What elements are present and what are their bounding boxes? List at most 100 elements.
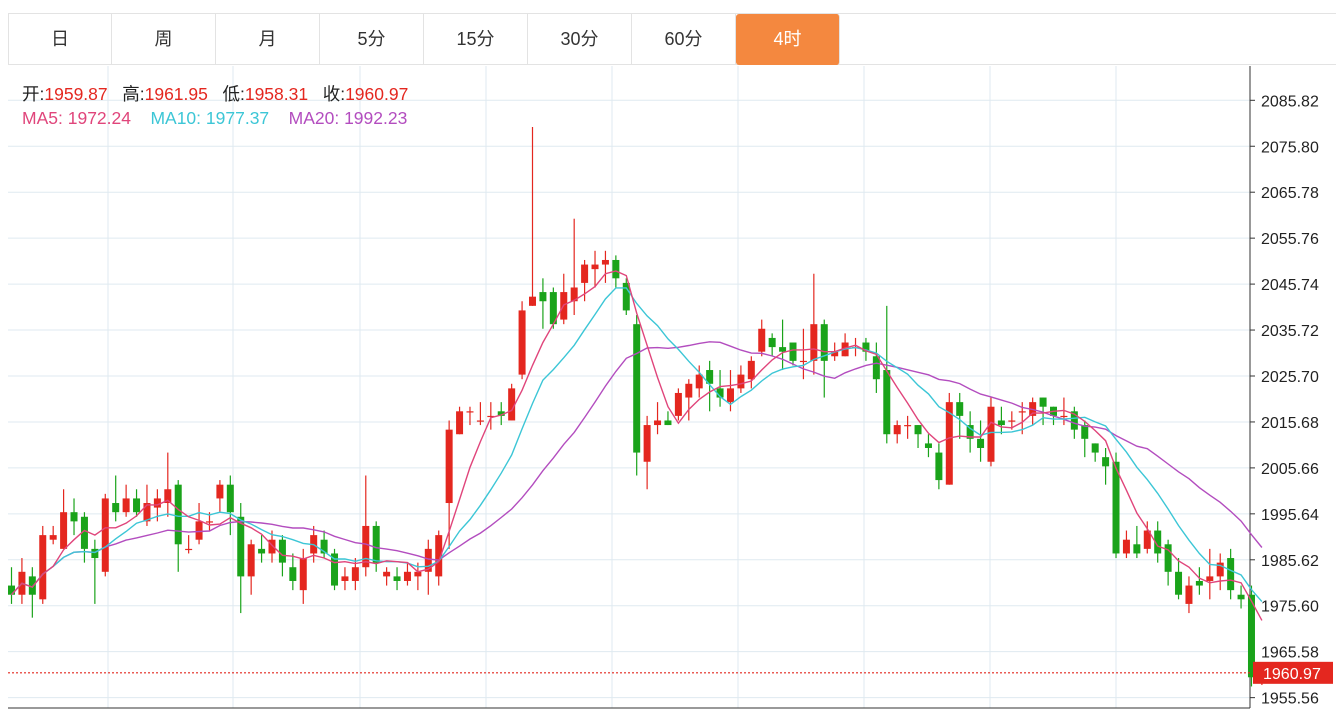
ma5-line xyxy=(10,270,1263,621)
candle-body xyxy=(997,420,1005,426)
ma20-label: MA20: xyxy=(288,108,340,128)
candle-body xyxy=(299,558,307,591)
candle-body xyxy=(1175,571,1183,595)
candle-body xyxy=(487,415,495,418)
candle-body xyxy=(331,553,339,586)
candle-body xyxy=(1154,530,1162,554)
candle-body xyxy=(872,356,880,380)
close-label: 收: xyxy=(322,84,346,104)
candle-body xyxy=(1070,411,1078,430)
high-value: 1961.95 xyxy=(144,84,208,104)
candle-body xyxy=(1133,544,1141,554)
candle-body xyxy=(445,429,453,504)
candle-body xyxy=(28,576,36,595)
open-value: 1959.87 xyxy=(44,84,108,104)
candle-body xyxy=(747,360,755,380)
candle-body xyxy=(1216,562,1224,577)
candle-body xyxy=(799,360,807,363)
candle-body xyxy=(60,512,68,549)
tab-15min[interactable]: 15分 xyxy=(424,14,528,65)
ma5-value: 1972.24 xyxy=(67,108,131,128)
candle-body xyxy=(706,370,714,384)
y-tick-label: 2015.68 xyxy=(1261,415,1319,432)
candle-body xyxy=(1102,457,1110,467)
y-tick-label: 2055.76 xyxy=(1261,231,1319,248)
tab-5min[interactable]: 5分 xyxy=(320,14,424,65)
candle-body xyxy=(8,585,15,595)
y-tick-label: 2045.74 xyxy=(1261,277,1319,294)
ma5-label: MA5: xyxy=(22,108,63,128)
candle-body xyxy=(1247,594,1255,678)
candle-body xyxy=(122,498,130,513)
tab-day[interactable]: 日 xyxy=(8,14,112,65)
ma-readout: MA5: 1972.24 MA10: 1977.37 MA20: 1992.23 xyxy=(22,108,407,129)
y-tick-label: 1995.64 xyxy=(1261,507,1319,524)
candle-body xyxy=(695,374,703,389)
tab-month[interactable]: 月 xyxy=(216,14,320,65)
candle-body xyxy=(1237,594,1245,600)
candle-body xyxy=(685,383,693,398)
candle-body xyxy=(1060,415,1068,418)
candle-body xyxy=(904,425,912,427)
candle-body xyxy=(508,388,516,421)
candle-body xyxy=(497,411,505,416)
candle-body xyxy=(341,576,349,581)
candle-body xyxy=(383,571,391,577)
candle-body xyxy=(49,535,57,540)
tab-30min[interactable]: 30分 xyxy=(528,14,632,65)
timeframe-tabbar: 日 周 月 5分 15分 30分 60分 4时 xyxy=(8,13,1336,65)
low-value: 1958.31 xyxy=(244,84,309,104)
candle-body xyxy=(424,548,432,572)
candle-body xyxy=(820,324,828,361)
candle-body xyxy=(1185,585,1193,604)
open-label: 开: xyxy=(22,84,45,104)
candle-body xyxy=(101,498,109,572)
candle-body xyxy=(591,264,599,270)
tab-60min[interactable]: 60分 xyxy=(632,14,736,65)
high-label: 高: xyxy=(122,84,145,104)
candle-body xyxy=(883,370,891,435)
tab-week[interactable]: 周 xyxy=(112,14,216,65)
candle-body xyxy=(362,525,370,568)
candle-body xyxy=(143,503,151,522)
candle-body xyxy=(914,425,922,435)
y-tick-label: 2085.82 xyxy=(1261,93,1319,110)
candle-body xyxy=(1008,420,1016,422)
candle-body xyxy=(91,548,99,559)
candle-body xyxy=(174,484,182,545)
candle-body xyxy=(716,388,724,398)
candle-body xyxy=(476,420,484,422)
candle-body xyxy=(435,535,443,577)
y-tick-label: 2065.78 xyxy=(1261,185,1319,202)
candle-body xyxy=(893,425,901,435)
candle-body xyxy=(133,498,141,513)
low-label: 低: xyxy=(222,84,245,104)
candle-body xyxy=(633,324,641,453)
candle-body xyxy=(1091,443,1099,453)
candle-body xyxy=(351,567,359,581)
candle-body xyxy=(1164,544,1172,572)
y-tick-label: 2075.80 xyxy=(1261,139,1319,156)
candle-body xyxy=(1195,580,1203,586)
candle-body xyxy=(758,328,766,352)
candle-body xyxy=(237,516,245,577)
candle-body xyxy=(831,351,839,357)
candle-body xyxy=(789,342,797,361)
candle-body xyxy=(39,535,47,600)
candle-body xyxy=(862,342,870,352)
y-tick-label: 2005.66 xyxy=(1261,461,1319,478)
y-tick-label: 1975.60 xyxy=(1261,599,1319,616)
y-tick-label: 1965.58 xyxy=(1261,645,1319,662)
candle-body xyxy=(643,425,651,462)
tab-4hour[interactable]: 4时 xyxy=(736,14,840,65)
candle-body xyxy=(393,576,401,581)
candle-body xyxy=(164,489,172,504)
candle-body xyxy=(1112,461,1120,554)
candle-body xyxy=(1122,539,1130,554)
candle-body xyxy=(977,438,985,448)
candle-body xyxy=(289,567,297,581)
candle-body xyxy=(518,310,526,375)
candle-body xyxy=(810,324,818,361)
candle-body xyxy=(622,282,630,311)
